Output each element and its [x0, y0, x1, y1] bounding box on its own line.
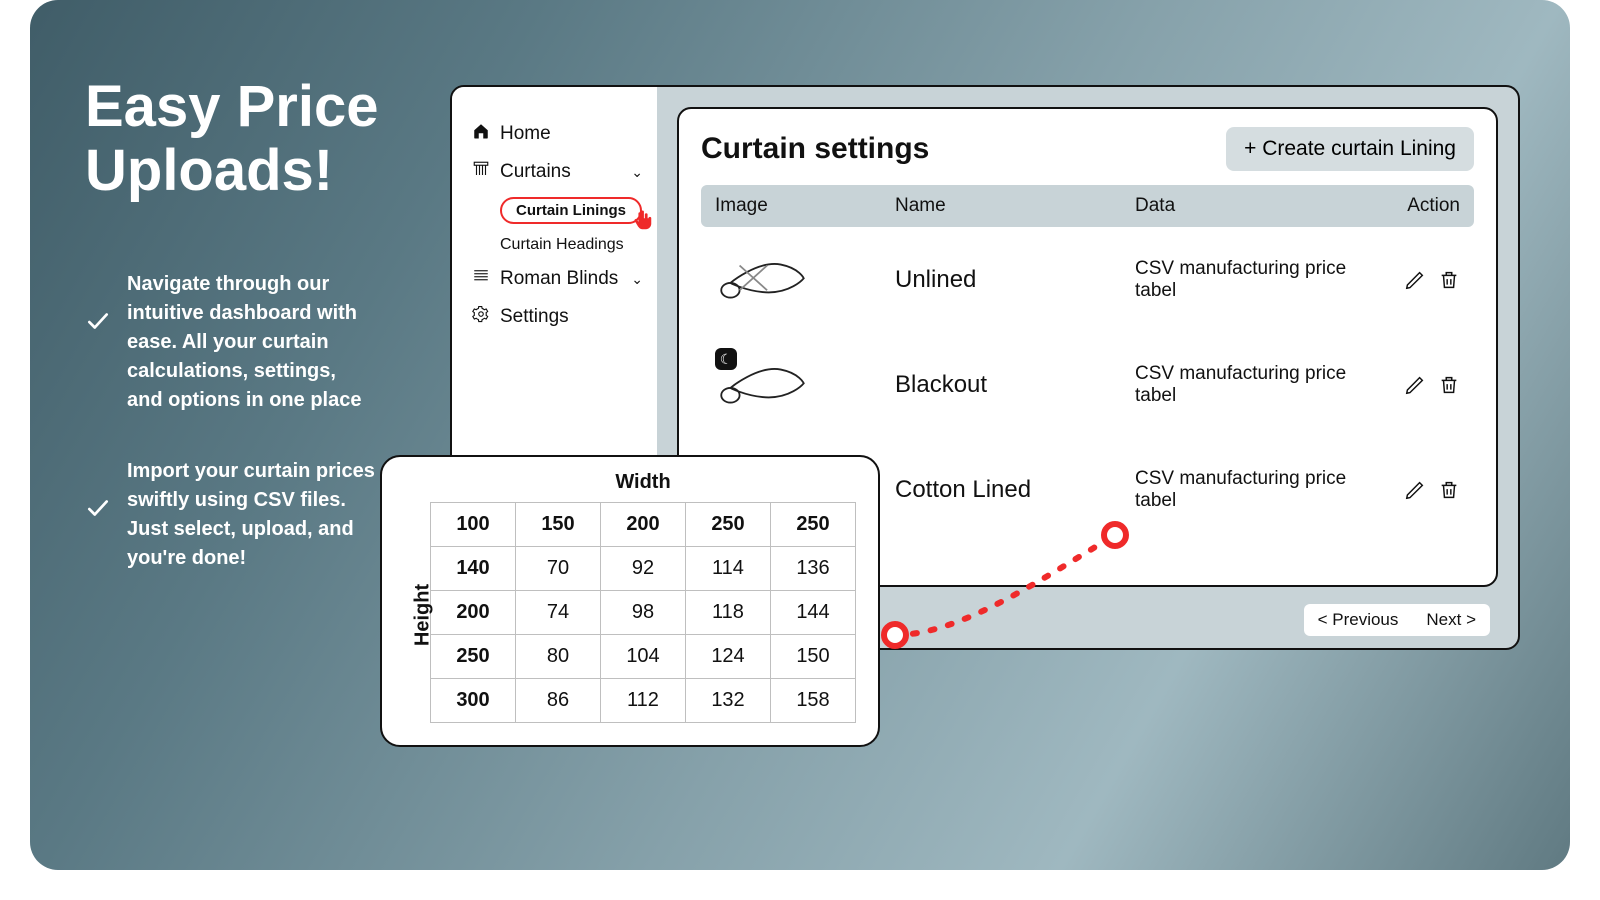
sidebar-item-label: Roman Blinds: [500, 268, 618, 290]
cell: 158: [771, 679, 856, 723]
check-icon: [85, 308, 111, 415]
bullet-text-1: Navigate through our intuitive dashboard…: [127, 270, 375, 415]
price-table: 100 150 200 250 250 140 70 92 114 136 20…: [430, 502, 856, 723]
col-head: 200: [601, 503, 686, 547]
cell: 132: [686, 679, 771, 723]
fabric-icon: [715, 249, 895, 310]
height-label: Height: [412, 584, 435, 646]
cell: 150: [771, 635, 856, 679]
table-row: 140 70 92 114 136: [431, 547, 856, 591]
cell: 70: [516, 547, 601, 591]
curtains-subnav: Curtain Linings Curtain Headings: [472, 191, 657, 260]
sidebar-item-home[interactable]: Home: [472, 115, 657, 153]
col-head: 250: [686, 503, 771, 547]
sidebar-item-settings[interactable]: Settings: [472, 298, 657, 336]
bullet-text-2: Import your curtain prices swiftly using…: [127, 457, 375, 573]
pointer-icon: [632, 210, 654, 232]
blinds-icon: [472, 267, 490, 291]
cell: 104: [601, 635, 686, 679]
cell: 136: [771, 547, 856, 591]
table-row: 100 150 200 250 250: [431, 503, 856, 547]
row-data: CSV manufacturing price tabel: [1135, 468, 1370, 512]
pagination: < Previous Next >: [1304, 604, 1490, 636]
row-head: 300: [431, 679, 516, 723]
table-row: 200 74 98 118 144: [431, 591, 856, 635]
edit-icon[interactable]: [1404, 479, 1426, 501]
prev-button[interactable]: < Previous: [1318, 610, 1399, 630]
home-icon: [472, 122, 490, 146]
price-table-popup: Width Height 100 150 200 250 250 140 70 …: [380, 455, 880, 747]
row-name: Blackout: [895, 371, 1135, 399]
cell: 112: [601, 679, 686, 723]
col-head: 250: [771, 503, 856, 547]
col-head: 150: [516, 503, 601, 547]
cell: 80: [516, 635, 601, 679]
chevron-down-icon: ⌄: [631, 271, 643, 288]
sidebar-item-roman-blinds[interactable]: Roman Blinds ⌄: [472, 260, 657, 298]
cell: 144: [771, 591, 856, 635]
table-row: ☾ Blackout CSV manufacturing price tabel: [701, 332, 1474, 437]
table-row: 250 80 104 124 150: [431, 635, 856, 679]
panel-title: Curtain settings: [701, 132, 929, 166]
width-label: Width: [430, 471, 856, 494]
cell: 86: [516, 679, 601, 723]
trash-icon[interactable]: [1438, 269, 1460, 291]
sidebar-item-label: Curtain Headings: [500, 236, 624, 253]
check-icon: [85, 495, 111, 573]
table-row: Unlined CSV manufacturing price tabel: [701, 227, 1474, 332]
sidebar-item-label: Settings: [500, 306, 569, 328]
col-name: Name: [895, 195, 1135, 217]
cell: 118: [686, 591, 771, 635]
table-header: Image Name Data Action: [701, 185, 1474, 227]
sidebar-item-label: Curtains: [500, 161, 571, 183]
cell: 124: [686, 635, 771, 679]
create-lining-button[interactable]: + Create curtain Lining: [1226, 127, 1474, 171]
gear-icon: [472, 305, 490, 329]
trash-icon[interactable]: [1438, 479, 1460, 501]
row-data: CSV manufacturing price tabel: [1135, 363, 1370, 407]
row-head: 250: [431, 635, 516, 679]
trash-icon[interactable]: [1438, 374, 1460, 396]
row-name: Unlined: [895, 266, 1135, 294]
sidebar-item-curtain-headings[interactable]: Curtain Headings: [500, 230, 657, 260]
edit-icon[interactable]: [1404, 374, 1426, 396]
cell: 74: [516, 591, 601, 635]
edit-icon[interactable]: [1404, 269, 1426, 291]
next-button[interactable]: Next >: [1426, 610, 1476, 630]
cell: 114: [686, 547, 771, 591]
col-head: 100: [431, 503, 516, 547]
col-image: Image: [715, 195, 895, 217]
sidebar-item-curtain-linings[interactable]: Curtain Linings: [500, 191, 657, 230]
sidebar-item-label: Curtain Linings: [516, 202, 626, 219]
sidebar-item-curtains[interactable]: Curtains ⌄: [472, 153, 657, 191]
sidebar-item-label: Home: [500, 123, 551, 145]
curtains-icon: [472, 160, 490, 184]
table-row: 300 86 112 132 158: [431, 679, 856, 723]
cell: 92: [601, 547, 686, 591]
row-name: Cotton Lined: [895, 476, 1135, 504]
row-data: CSV manufacturing price tabel: [1135, 258, 1370, 302]
row-head: 200: [431, 591, 516, 635]
col-data: Data: [1135, 195, 1370, 217]
col-action: Action: [1370, 195, 1460, 217]
fabric-icon: ☾: [715, 354, 895, 415]
row-head: 140: [431, 547, 516, 591]
hero-headline: Easy Price Uploads!: [85, 75, 425, 203]
chevron-down-icon: ⌄: [631, 164, 643, 181]
hero-bullets: Navigate through our intuitive dashboard…: [85, 270, 375, 615]
cell: 98: [601, 591, 686, 635]
moon-badge-icon: ☾: [715, 348, 737, 370]
